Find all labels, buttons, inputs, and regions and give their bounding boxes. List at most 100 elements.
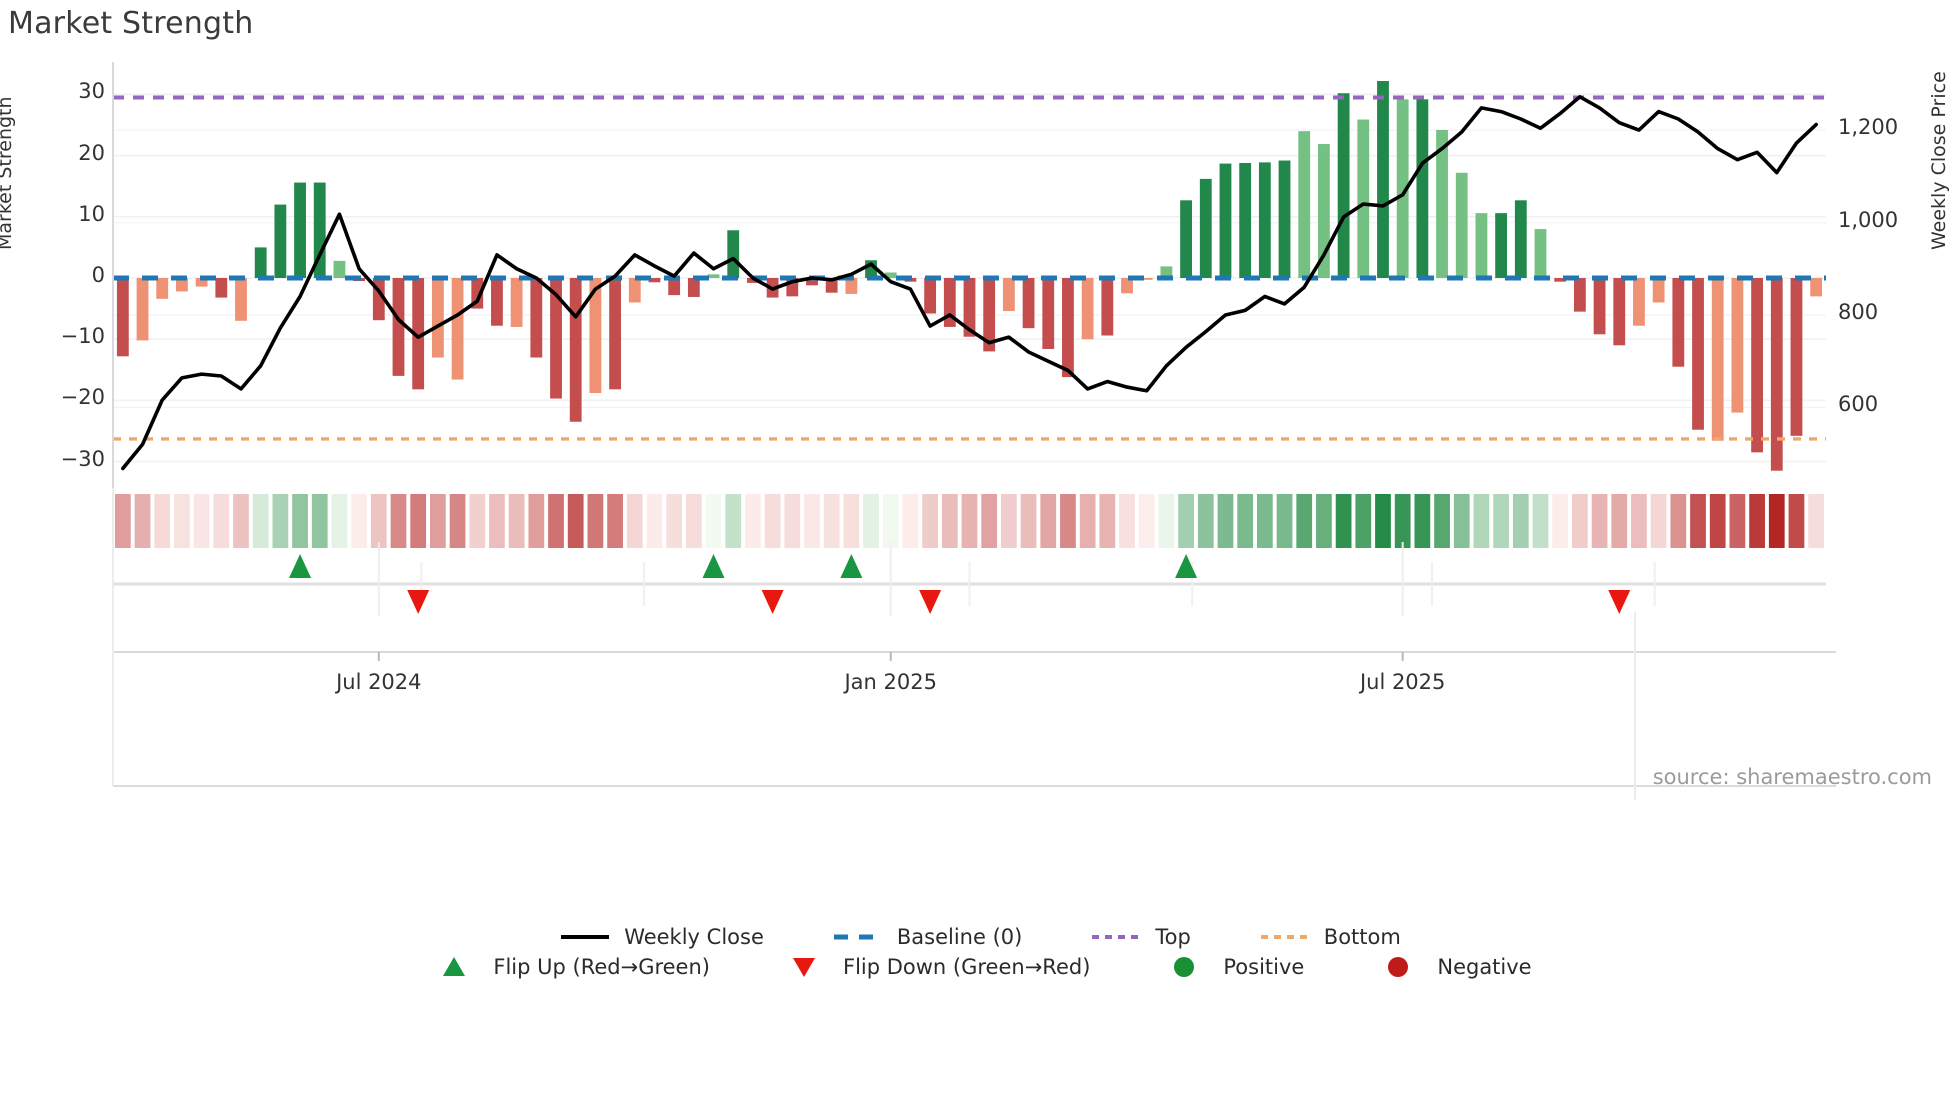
heatmap-cell [843, 494, 860, 548]
strength-bar [1239, 162, 1252, 278]
y-tick-left: 30 [78, 79, 105, 104]
strength-bar [687, 278, 700, 297]
heatmap-cell [1552, 494, 1569, 548]
heatmap-cell [1670, 494, 1687, 548]
strength-bar [1062, 278, 1074, 378]
strength-bar [1357, 119, 1370, 278]
flip-up-marker[interactable] [702, 554, 725, 578]
strength-bar [628, 278, 641, 303]
heatmap-cell [902, 494, 919, 548]
strength-bar [510, 278, 523, 327]
strength-bar [1160, 266, 1173, 278]
strength-bar [845, 278, 858, 294]
heatmap-cell [961, 494, 978, 548]
flip-up-marker[interactable] [1175, 554, 1198, 578]
strength-bar [1278, 160, 1291, 278]
heatmap-cell [1453, 494, 1470, 548]
strength-bar [1711, 278, 1724, 441]
y-tick-left: −10 [60, 324, 105, 349]
flip-markers [113, 554, 1826, 614]
heatmap-cell [1532, 494, 1549, 548]
flip-up-marker[interactable] [840, 554, 863, 578]
circle-icon [1174, 957, 1195, 977]
strength-bar [372, 278, 385, 321]
strength-bar [313, 182, 326, 278]
legend-item-negative[interactable]: Negative [1372, 955, 1532, 979]
heatmap-cell [804, 494, 820, 548]
flip-down-marker[interactable] [1608, 590, 1631, 614]
legend-item-top[interactable]: Top [1090, 925, 1191, 949]
heatmap-cell [1493, 494, 1509, 548]
legend-item-baseline[interactable]: Baseline (0) [832, 925, 1022, 949]
heatmap-cell [1375, 494, 1391, 548]
heatmap-cell [823, 494, 840, 548]
flip-down-marker[interactable] [407, 590, 430, 614]
heatmap-cell [1178, 494, 1194, 548]
y-tick-left: 10 [78, 201, 105, 226]
weekly-close-path [121, 95, 1818, 471]
heatmap-cell [469, 494, 486, 548]
heatmap-cell [370, 494, 387, 548]
heatmap-cell [646, 494, 663, 548]
legend-item-weekly-close[interactable]: Weekly Close [559, 925, 764, 949]
strength-bar [176, 278, 188, 292]
heatmap-cell [1788, 494, 1805, 548]
strength-bar [1692, 278, 1704, 430]
strength-bar [254, 247, 267, 278]
heatmap-cell [1512, 494, 1529, 548]
strength-bar [431, 278, 444, 358]
strength-bar [412, 278, 425, 390]
heatmap-cell [1138, 494, 1155, 548]
heatmap-cell [587, 494, 604, 548]
heatmap-cell [1729, 494, 1746, 548]
heatmap-cell [1099, 494, 1116, 548]
heatmap-strip [114, 494, 1825, 548]
heatmap-cell [1316, 494, 1332, 548]
strength-bar [924, 278, 937, 314]
strength-bar [195, 278, 208, 287]
strength-bar [1377, 81, 1389, 278]
legend-item-flip-down[interactable]: Flip Down (Green→Red) [778, 955, 1090, 979]
flip-up-marker[interactable] [289, 554, 312, 578]
weekly-close-line [121, 95, 1818, 471]
heatmap-cell [922, 494, 938, 548]
legend-item-bottom[interactable]: Bottom [1259, 925, 1401, 949]
heatmap-cell [685, 494, 702, 548]
strength-bar [451, 278, 464, 380]
heatmap-cell [1060, 494, 1076, 548]
flip-down-marker[interactable] [761, 590, 784, 614]
strength-bar [392, 278, 405, 376]
circle-icon [1388, 957, 1409, 977]
strength-bar [1751, 278, 1763, 453]
strength-bar [963, 278, 976, 337]
strength-bar [1298, 131, 1311, 278]
strength-bar [215, 278, 228, 298]
heatmap-cell [1197, 494, 1214, 548]
y-tick-left: 0 [91, 263, 105, 287]
heatmap-cell [1355, 494, 1372, 548]
heatmap-cell [1296, 494, 1313, 548]
circle-glyph [1174, 957, 1195, 977]
heatmap-cell [981, 494, 998, 548]
legend-item-flip-up[interactable]: Flip Up (Red→Green) [428, 955, 710, 979]
heatmap-cell [331, 494, 348, 548]
strength-bar [569, 278, 582, 422]
strength-bar [1475, 213, 1488, 278]
flip-down-marker[interactable] [919, 590, 942, 614]
heatmap-cell [292, 494, 308, 548]
strength-bar [274, 204, 287, 278]
dashed-line-icon [833, 934, 882, 940]
strength-bar [1455, 172, 1468, 278]
legend-label-baseline: Baseline (0) [896, 925, 1023, 949]
strength-bar [1633, 278, 1645, 326]
legend-label-positive: Positive [1223, 955, 1305, 979]
strength-bar [1258, 162, 1271, 278]
heatmap-cell [134, 494, 151, 548]
y-tick-right: 600 [1838, 392, 1879, 417]
strength-bar [865, 260, 877, 278]
heatmap-cell [1650, 494, 1667, 548]
heatmap-cell [1611, 494, 1628, 548]
legend-row-markers: Flip Up (Red→Green) Flip Down (Green→Red)… [0, 955, 1960, 979]
legend-label-negative: Negative [1437, 955, 1532, 979]
legend-item-positive[interactable]: Positive [1158, 955, 1304, 979]
